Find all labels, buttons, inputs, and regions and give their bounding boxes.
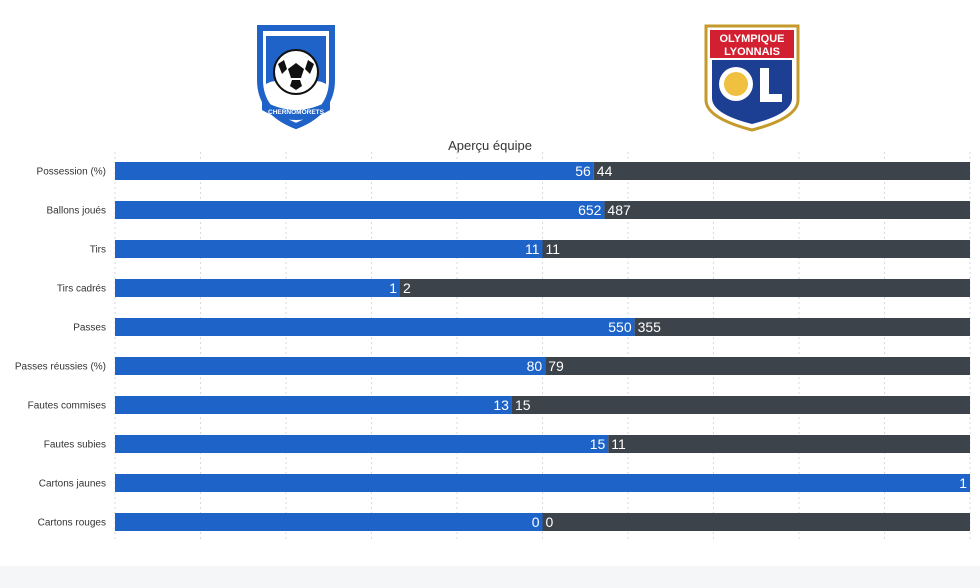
away-value-label: 355 [638, 319, 662, 335]
home-bar [115, 162, 594, 180]
home-value-label: 13 [493, 397, 509, 413]
home-value-label: 0 [532, 514, 540, 530]
category-label: Fautes subies [44, 440, 106, 451]
category-label: Tirs cadrés [57, 284, 106, 295]
away-value-label: 2 [403, 280, 411, 296]
football-patch [290, 80, 302, 90]
ol-text-line1: OLYMPIQUE [720, 33, 785, 45]
home-bar [115, 435, 609, 453]
category-label: Cartons rouges [38, 518, 106, 529]
away-bar [545, 357, 970, 375]
away-bar [511, 396, 970, 414]
home-value-label: 1 [959, 475, 967, 491]
crest-name: CHERNOMORETS [268, 109, 325, 116]
chernomorets-crest: 19 36 F C CHERNOMORETS [250, 20, 342, 132]
away-bar [400, 279, 970, 297]
olympique-lyonnais-crest-icon: OLYMPIQUE LYONNAIS [704, 24, 800, 132]
away-bar [542, 240, 970, 258]
category-label: Ballons joués [47, 206, 106, 217]
home-value-label: 56 [575, 163, 591, 179]
away-value-label: 79 [548, 358, 564, 374]
football-patch [278, 60, 287, 74]
crest-letter-c: C [299, 97, 305, 106]
home-bar [115, 318, 635, 336]
category-label: Passes [73, 323, 106, 334]
home-bar [115, 240, 543, 258]
olympique-lyonnais-crest: OLYMPIQUE LYONNAIS [700, 22, 804, 134]
football-patch [288, 63, 304, 78]
home-bar [115, 513, 543, 531]
home-bar [115, 357, 546, 375]
crest-banner [262, 100, 330, 120]
away-value-label: 11 [546, 241, 561, 257]
chernomorets-crest-icon: 19 36 F C CHERNOMORETS [257, 25, 335, 130]
ol-letter-l [760, 68, 782, 102]
home-value-label: 80 [527, 358, 543, 374]
ol-red-band [710, 30, 794, 58]
away-value-label: 44 [597, 163, 613, 179]
home-value-label: 11 [525, 241, 540, 257]
lion-icon [724, 72, 748, 96]
crest-number-right: 36 [317, 95, 325, 102]
crest-letter-f: F [289, 97, 294, 106]
category-label: Cartons jaunes [39, 479, 106, 490]
chart-title: Aperçu équipe [448, 138, 532, 153]
away-value-label: 15 [515, 397, 531, 413]
home-bar [115, 396, 512, 414]
away-value-label: 0 [546, 514, 554, 530]
home-value-label: 550 [608, 319, 632, 335]
ol-text-line2: LYONNAIS [724, 46, 780, 58]
bottom-strip [0, 566, 980, 588]
category-label: Fautes commises [28, 401, 106, 412]
away-bar [634, 318, 970, 336]
category-label: Tirs [90, 245, 106, 256]
home-value-label: 652 [578, 202, 602, 218]
football-patch [305, 60, 314, 74]
away-bar [542, 513, 970, 531]
category-label: Possession (%) [37, 167, 106, 178]
away-bar [608, 435, 970, 453]
home-bar [115, 201, 605, 219]
crest-number-left: 19 [267, 95, 275, 102]
home-bar [115, 474, 970, 492]
category-label: Passes réussies (%) [15, 362, 106, 373]
away-bar [593, 162, 970, 180]
home-bar [115, 279, 400, 297]
away-value-label: 11 [611, 436, 626, 452]
away-bar [604, 201, 970, 219]
home-value-label: 15 [590, 436, 606, 452]
home-value-label: 1 [389, 280, 397, 296]
away-value-label: 487 [607, 202, 631, 218]
